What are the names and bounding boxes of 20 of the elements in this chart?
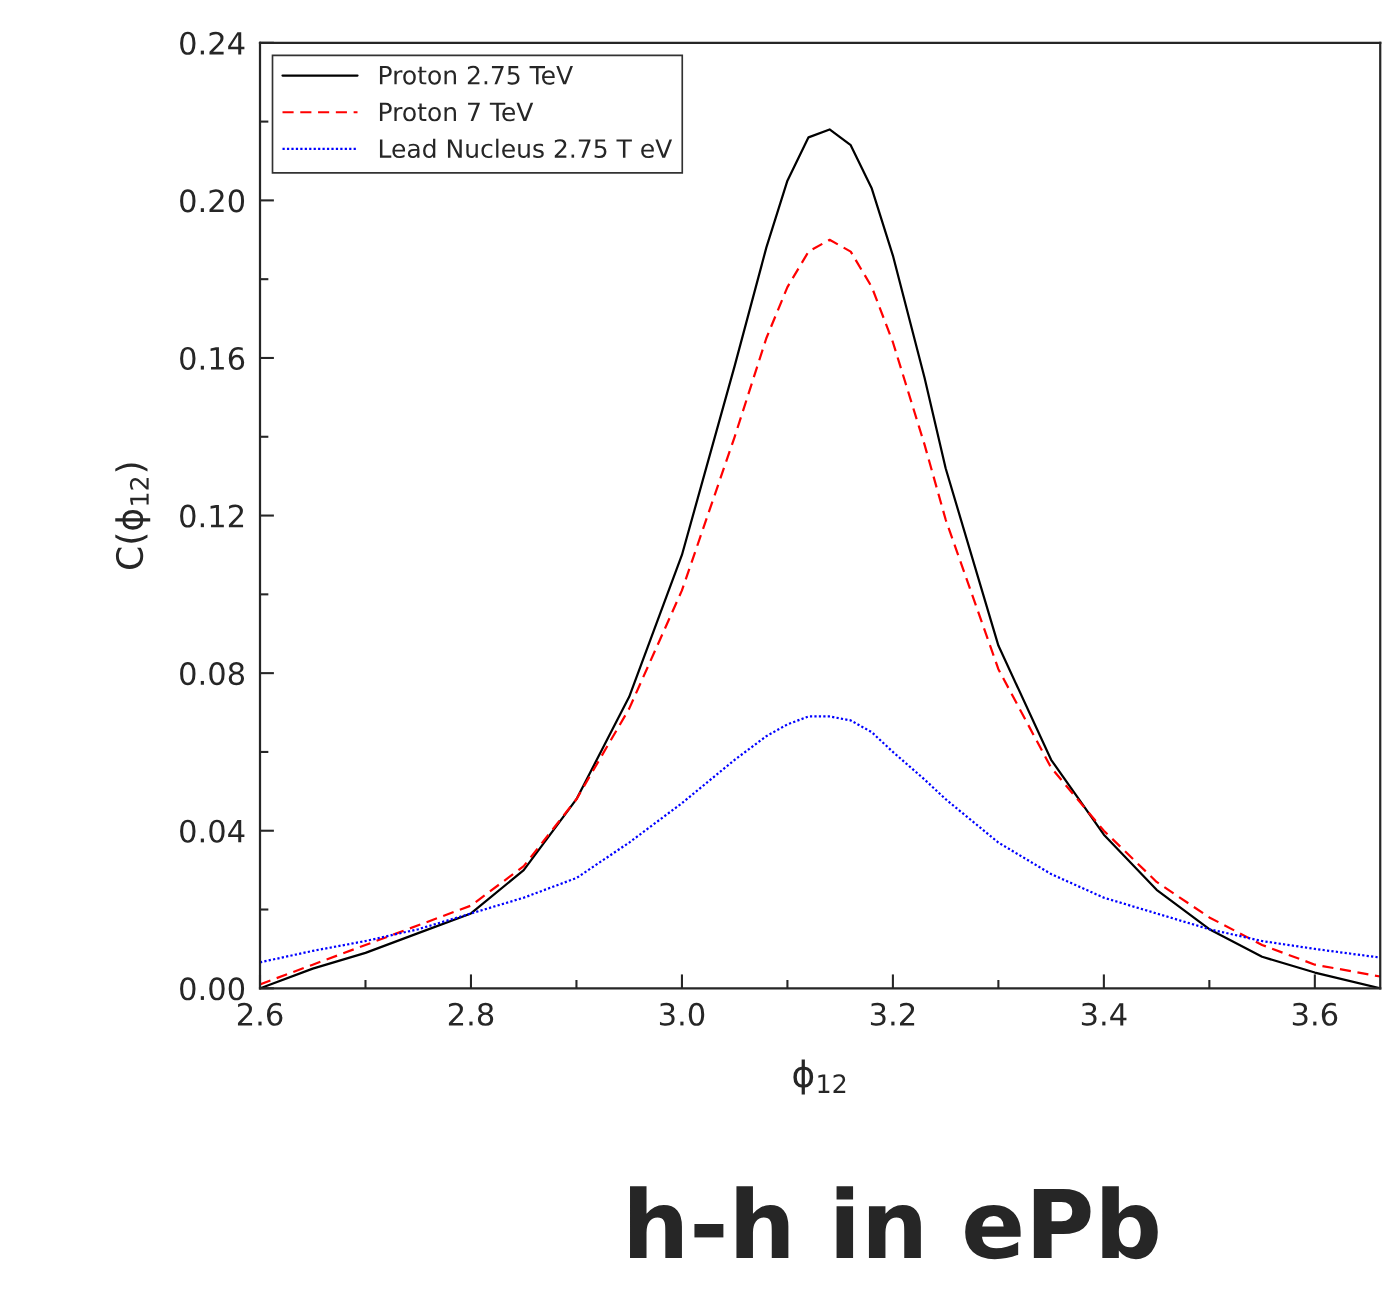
- legend-label: Lead Nucleus 2.75 T eV: [379, 138, 673, 159]
- text: h-h in ePb: [630, 1186, 1158, 1260]
- y-tick-label: 0.20: [180, 189, 245, 213]
- y-tick-label: 0.08: [180, 662, 245, 686]
- legend-label: Proton 7 TeV: [379, 102, 534, 122]
- x-tick-label: 2.8: [448, 1002, 494, 1026]
- x-tick-label: 3.2: [870, 1002, 915, 1026]
- y-tick-label: 0.16: [180, 346, 245, 371]
- x-axis-title: ϕ$_{12}$: [793, 1059, 846, 1095]
- x-tick-label: 3.6: [1292, 1002, 1338, 1026]
- legend-label: Proton 2.75 TeV: [379, 65, 573, 85]
- x-tick-label: 3.0: [659, 1002, 705, 1026]
- y-axis-title: C(ϕ$_{12}$): [115, 463, 151, 569]
- x-tick-label: 3.4: [1081, 1002, 1127, 1026]
- y-tick-label: 0.12: [180, 504, 244, 528]
- y-tick-label: 0.24: [180, 31, 245, 55]
- y-tick-label: 0.00: [180, 977, 245, 1001]
- x-tick-label: 2.6: [237, 1002, 283, 1026]
- line-series: [260, 715, 1381, 964]
- y-tick-label: 0.04: [180, 819, 245, 843]
